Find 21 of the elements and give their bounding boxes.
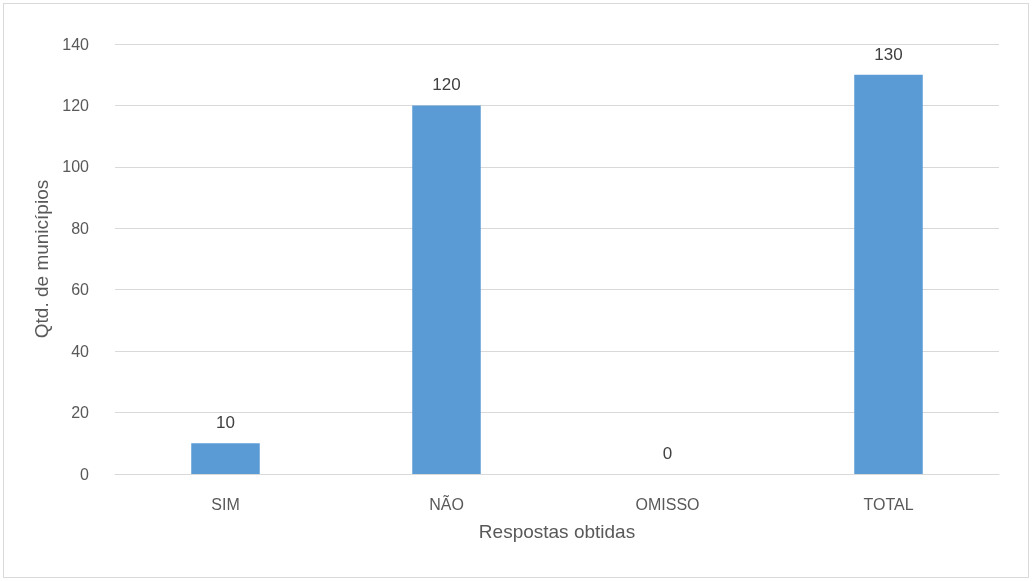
- x-axis-title: Respostas obtidas: [478, 521, 636, 542]
- bar: [854, 74, 923, 474]
- bar: [191, 443, 260, 474]
- y-tick-label: 20: [71, 404, 90, 422]
- bar: [412, 105, 481, 474]
- y-axis-title: Qtd. de municípios: [31, 179, 53, 339]
- data-label: 120: [432, 75, 461, 95]
- y-tick-label: 0: [80, 465, 90, 483]
- y-tick-label: 100: [62, 158, 90, 176]
- y-tick-label: 80: [71, 219, 90, 237]
- y-tick-label: 120: [62, 96, 90, 114]
- x-tick-label: TOTAL: [863, 495, 914, 513]
- data-label: 10: [216, 413, 235, 433]
- x-tick-label: OMISSO: [635, 495, 700, 513]
- x-tick-label: SIM: [211, 495, 240, 513]
- data-label: 0: [662, 444, 673, 463]
- x-tick-label: NÃO: [429, 493, 464, 513]
- y-tick-label: 140: [62, 35, 90, 53]
- data-label: 130: [874, 44, 903, 64]
- y-tick-label: 40: [71, 342, 90, 360]
- y-tick-label: 60: [71, 281, 90, 299]
